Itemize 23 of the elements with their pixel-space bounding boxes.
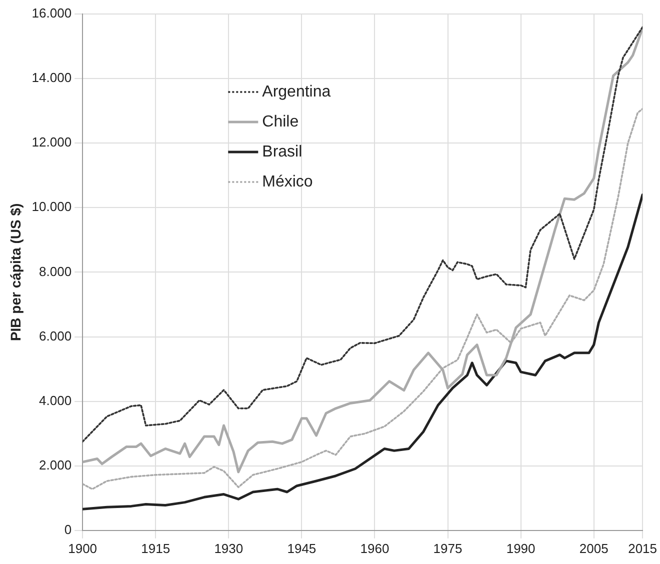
x-tick-label: 1975: [433, 540, 462, 556]
x-tick-label: 1900: [68, 540, 98, 556]
legend-label: Argentina: [262, 83, 331, 100]
legend-label: Brasil: [262, 143, 302, 160]
x-tick-label: 2015: [628, 540, 657, 556]
y-tick-label: 16.000: [32, 6, 72, 21]
y-tick-label: 2.000: [39, 457, 72, 472]
x-tick-label: 1990: [506, 540, 536, 556]
y-axis-title: PIB per cápita (US $): [7, 203, 24, 342]
y-tick-label: 14.000: [32, 70, 72, 86]
y-tick-label: 12.000: [32, 134, 72, 150]
x-tick-label: 1915: [141, 540, 170, 556]
x-tick-label: 1945: [287, 540, 316, 556]
y-tick-label: 8.000: [39, 264, 72, 279]
y-tick-label: 4.000: [39, 392, 72, 408]
legend-label: México: [262, 173, 313, 190]
y-tick-label: 6.000: [39, 328, 72, 344]
x-tick-label: 1960: [360, 540, 390, 556]
y-tick-label: 10.000: [32, 199, 72, 214]
y-tick-label: 0: [64, 522, 72, 537]
x-tick-label: 2005: [579, 540, 608, 556]
legend-label: Chile: [262, 113, 299, 130]
x-tick-label: 1930: [214, 540, 244, 556]
